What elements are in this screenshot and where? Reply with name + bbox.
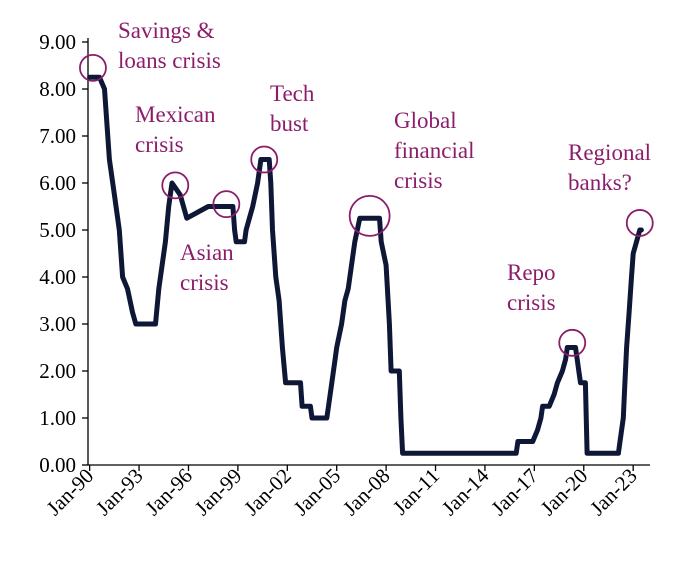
x-axis-ticks: Jan-90Jan-93Jan-96Jan-99Jan-02Jan-05Jan-… bbox=[42, 463, 642, 520]
y-axis-ticks: 0.00 1.00 2.00 3.00 4.00 5.00 6.00 7.00 8.00 9.00 bbox=[39, 30, 88, 477]
annotation-label: Global bbox=[394, 108, 457, 133]
y-tick-label: 6.00 bbox=[39, 171, 76, 195]
y-tick-label: 3.00 bbox=[39, 312, 76, 336]
annotation-circle bbox=[250, 145, 279, 174]
annotation-label: Savings & bbox=[118, 18, 215, 43]
x-tick-label: Jan-17 bbox=[486, 464, 543, 521]
annotation-label: Asian bbox=[180, 240, 234, 265]
annotation-label: Mexican bbox=[135, 102, 216, 127]
annotation-label: financial bbox=[394, 138, 474, 163]
annotation-label: crisis bbox=[507, 290, 556, 315]
y-tick-label: 0.00 bbox=[39, 453, 76, 477]
annotation-circle bbox=[161, 171, 190, 200]
annotation-label: loans crisis bbox=[118, 48, 221, 73]
y-tick-label: 7.00 bbox=[39, 124, 76, 148]
y-tick-label: 5.00 bbox=[39, 218, 76, 242]
y-tick-label: 2.00 bbox=[39, 359, 76, 383]
annotation-label: crisis bbox=[135, 132, 184, 157]
annotation-label: Repo bbox=[507, 260, 556, 285]
x-tick-label: Jan-14 bbox=[437, 463, 494, 520]
x-tick-label: Jan-20 bbox=[536, 464, 593, 521]
annotation-label: Regional bbox=[568, 140, 651, 165]
x-tick-label: Jan-08 bbox=[338, 464, 395, 521]
annotation-circle bbox=[558, 328, 587, 357]
annotation-circle bbox=[212, 190, 241, 219]
annotation-label: Tech bbox=[270, 81, 315, 106]
x-tick-label: Jan-93 bbox=[91, 464, 148, 521]
x-tick-label: Jan-96 bbox=[140, 464, 197, 521]
series-layer bbox=[87, 74, 644, 456]
x-tick-label: Jan-23 bbox=[585, 464, 642, 521]
annotation-label: bust bbox=[270, 111, 309, 136]
y-tick-label: 4.00 bbox=[39, 265, 76, 289]
y-tick-label: 8.00 bbox=[39, 77, 76, 101]
annotation-label: banks? bbox=[568, 170, 632, 195]
annotation-circle bbox=[625, 209, 654, 237]
y-tick-label: 1.00 bbox=[39, 406, 76, 430]
annotation-circle bbox=[79, 53, 107, 82]
annotation-layer: Savings & loans crisis Mexican crisis Asian c… bbox=[79, 18, 654, 357]
annotation-label: crisis bbox=[180, 270, 229, 295]
y-tick-label: 9.00 bbox=[39, 30, 76, 54]
x-tick-label: Jan-02 bbox=[239, 464, 296, 521]
annotation-label: crisis bbox=[394, 168, 443, 193]
x-tick-label: Jan-11 bbox=[388, 464, 444, 520]
annotation-circle bbox=[348, 194, 391, 237]
x-tick-label: Jan-99 bbox=[190, 464, 247, 521]
x-tick-label: Jan-05 bbox=[289, 464, 346, 521]
series-line bbox=[87, 74, 644, 456]
